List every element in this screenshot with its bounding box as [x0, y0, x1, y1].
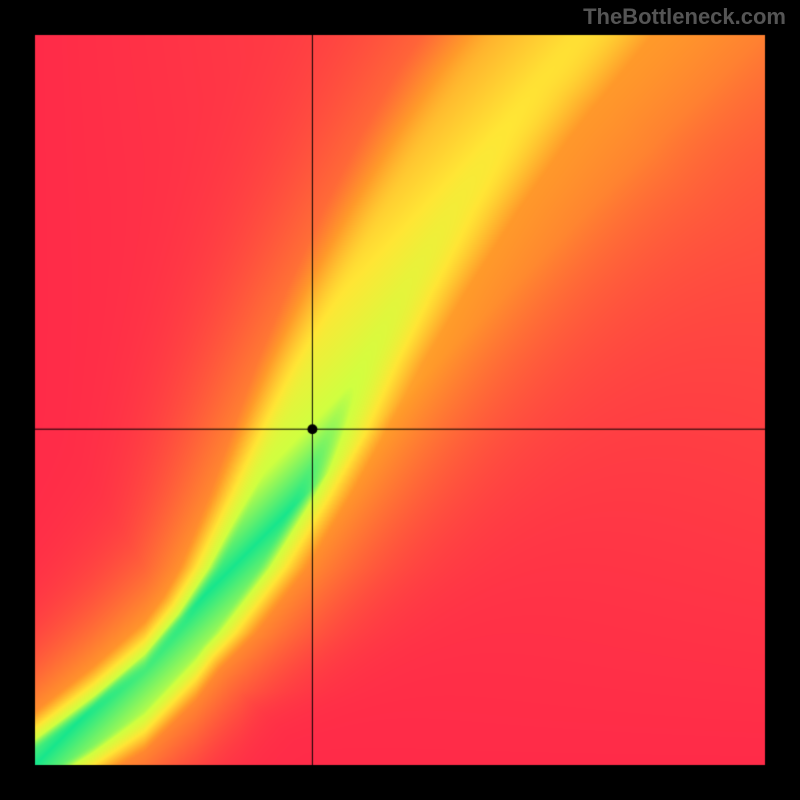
heatmap-canvas — [0, 0, 800, 800]
watermark-text: TheBottleneck.com — [583, 4, 786, 30]
chart-container: TheBottleneck.com — [0, 0, 800, 800]
